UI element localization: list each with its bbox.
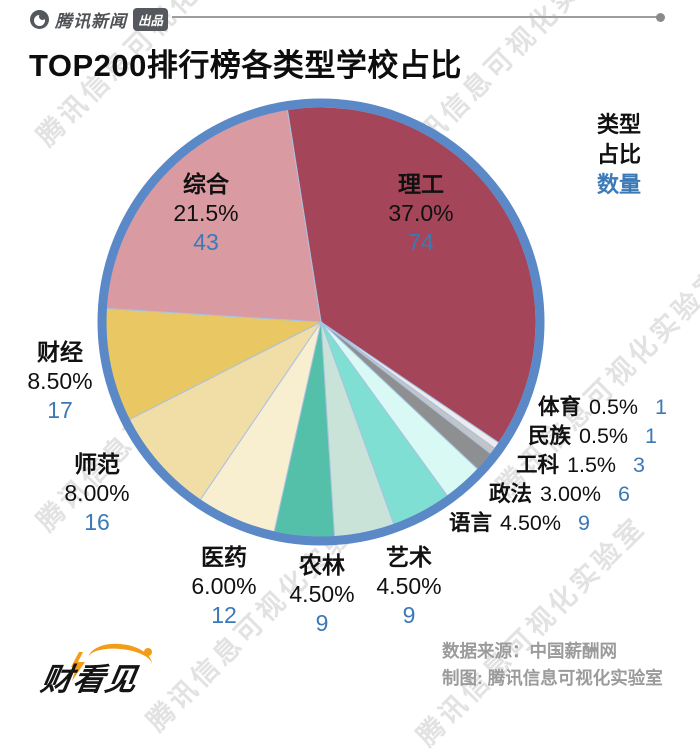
slice-label-tiyu: 体育 0.5% 1 bbox=[538, 390, 667, 421]
slice-name: 医药 bbox=[201, 544, 247, 570]
slice-label-ligong: 理工 37.0% 74 bbox=[388, 170, 453, 257]
slice-count: 74 bbox=[408, 229, 434, 255]
slice-count: 16 bbox=[84, 509, 110, 535]
slice-count: 9 bbox=[402, 602, 416, 628]
slice-name: 工科 bbox=[516, 453, 560, 477]
produced-by-badge: 出品 bbox=[133, 8, 169, 31]
slice-name: 农林 bbox=[299, 552, 345, 578]
caikanjian-logo: 财看见 bbox=[38, 640, 172, 697]
slice-label-nonglin: 农林 4.50% 9 bbox=[289, 551, 354, 638]
slice-share: 0.5% bbox=[579, 424, 629, 448]
footer-credits: 数据来源：中国薪酬网 制图: 腾讯信息可视化实验室 bbox=[442, 638, 663, 692]
slice-share: 21.5% bbox=[173, 200, 239, 226]
slice-label-gongke: 工科 1.5% 3 bbox=[516, 448, 645, 479]
slice-share: 6.00% bbox=[191, 573, 257, 599]
slice-count: 9 bbox=[577, 511, 590, 535]
slice-label-caijing: 财经 8.50% 17 bbox=[27, 338, 92, 425]
slice-label-yiyao: 医药 6.00% 12 bbox=[191, 543, 256, 630]
tencent-news-logo-icon bbox=[30, 10, 49, 29]
slice-count: 17 bbox=[47, 397, 73, 423]
header-rule-line bbox=[172, 16, 658, 18]
slice-share: 4.50% bbox=[376, 573, 442, 599]
slice-name: 综合 bbox=[183, 171, 229, 197]
slice-label-zhengfa: 政法 3.00% 6 bbox=[489, 477, 630, 508]
pie-outer-ring bbox=[97, 98, 545, 546]
slice-name: 政法 bbox=[489, 482, 533, 506]
slice-name: 体育 bbox=[538, 395, 582, 419]
header-rule-end-dot bbox=[656, 12, 665, 22]
caikanjian-logo-text: 财看见 bbox=[38, 662, 141, 697]
slice-count: 12 bbox=[211, 602, 237, 628]
slice-label-shifan: 师范 8.00% 16 bbox=[64, 450, 129, 537]
slice-count: 1 bbox=[655, 395, 667, 419]
slice-count: 43 bbox=[193, 229, 219, 255]
pie-slice-group bbox=[105, 106, 537, 538]
legend: 类型 占比 数量 bbox=[597, 110, 641, 200]
slice-share: 1.5% bbox=[567, 453, 617, 477]
legend-type-label: 类型 bbox=[597, 112, 642, 137]
slice-share: 3.00% bbox=[540, 482, 601, 506]
slice-label-zonghe: 综合 21.5% 43 bbox=[173, 170, 238, 257]
slice-name: 语言 bbox=[449, 511, 493, 535]
slice-name: 艺术 bbox=[386, 544, 432, 570]
slice-count: 1 bbox=[645, 424, 657, 448]
slice-share: 8.50% bbox=[27, 368, 93, 394]
brand-name: 腾讯新闻 bbox=[55, 12, 127, 31]
slice-share: 8.00% bbox=[64, 480, 130, 506]
slice-count: 6 bbox=[617, 482, 630, 506]
slice-count: 3 bbox=[633, 453, 645, 477]
pie-chart bbox=[97, 98, 545, 546]
lightning-bolt-icon bbox=[71, 652, 85, 681]
slice-name: 师范 bbox=[74, 451, 120, 477]
legend-count-label: 数量 bbox=[597, 172, 642, 197]
slice-label-yuyan: 语言 4.50% 9 bbox=[449, 506, 590, 537]
slice-label-minzu: 民族 0.5% 1 bbox=[528, 419, 657, 450]
slice-count: 9 bbox=[315, 610, 329, 636]
slice-share: 4.50% bbox=[500, 511, 561, 535]
slice-name: 理工 bbox=[398, 171, 444, 197]
slice-name: 民族 bbox=[528, 424, 572, 448]
publisher-brand: 腾讯新闻 出品 bbox=[30, 7, 169, 32]
slice-share: 37.0% bbox=[388, 200, 454, 226]
chart-credit: 制图: 腾讯信息可视化实验室 bbox=[442, 668, 663, 688]
slice-share: 4.50% bbox=[289, 581, 355, 607]
data-source: 数据来源：中国薪酬网 bbox=[442, 641, 617, 661]
slice-name: 财经 bbox=[37, 339, 83, 365]
slice-share: 0.5% bbox=[589, 395, 639, 419]
legend-share-label: 占比 bbox=[597, 142, 642, 167]
caikanjian-logo-dot bbox=[144, 648, 152, 656]
page-title: TOP200排行榜各类型学校占比 bbox=[29, 48, 462, 83]
slice-label-yishu: 艺术 4.50% 9 bbox=[376, 543, 441, 630]
